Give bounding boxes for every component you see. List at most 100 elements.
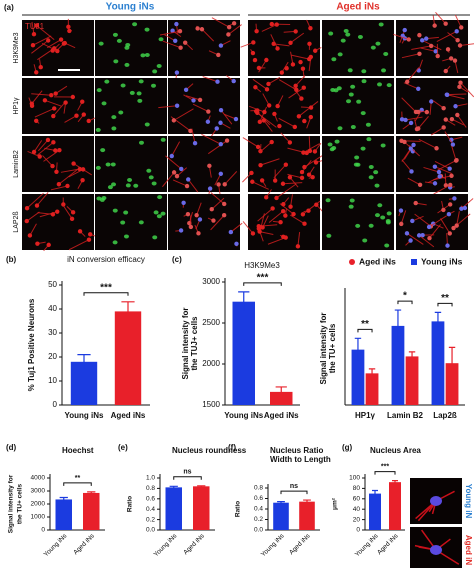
neurite	[301, 159, 312, 173]
soma	[196, 231, 201, 236]
soma	[310, 174, 315, 180]
soma	[403, 117, 408, 123]
neurite	[230, 222, 243, 233]
soma	[287, 175, 293, 180]
chart-title: Nucleus Ratio	[270, 446, 323, 455]
soma	[37, 154, 42, 159]
soma	[222, 201, 227, 207]
nucleus	[120, 83, 126, 88]
panel-label: (d)	[6, 443, 17, 452]
soma	[257, 119, 263, 125]
bar	[165, 487, 182, 530]
neurite	[208, 140, 228, 155]
bar	[232, 301, 255, 405]
neurite	[29, 223, 37, 236]
nucleus	[360, 146, 366, 151]
soma	[171, 170, 177, 175]
row-label: H3K9Me3	[13, 32, 20, 63]
y-tick-label: 0.4	[146, 506, 155, 513]
soma	[81, 112, 86, 117]
nucleus	[127, 177, 133, 182]
y-axis-label: Signal intensity for	[181, 307, 190, 379]
nucleus	[365, 122, 371, 127]
nucleus	[347, 68, 353, 73]
nucleus	[350, 125, 356, 130]
x-tick-label: Aged iNs	[72, 532, 96, 556]
neurite	[270, 34, 278, 49]
neurite	[405, 116, 423, 121]
soma	[402, 139, 407, 145]
y-tick-label: 0.6	[254, 495, 263, 502]
soma	[313, 48, 318, 53]
nucleus	[112, 32, 118, 37]
x-tick-label: Young iNs	[153, 532, 179, 558]
y-tick-label: 0.4	[254, 506, 263, 513]
neurite	[58, 169, 78, 185]
soma	[281, 234, 286, 239]
soma	[30, 43, 36, 48]
neurite	[185, 95, 201, 101]
soma	[226, 32, 231, 37]
neurite	[252, 78, 268, 90]
soma	[218, 171, 224, 177]
y-tick-label: 2500	[202, 318, 220, 327]
neurite	[257, 208, 273, 222]
soma	[77, 229, 83, 234]
soma	[288, 204, 293, 209]
panel-label: (a)	[4, 3, 14, 12]
soma	[80, 167, 86, 172]
micrograph	[396, 20, 468, 76]
neurite	[429, 101, 432, 115]
nucleus	[333, 88, 339, 93]
soma	[292, 124, 298, 130]
soma	[70, 94, 76, 100]
soma	[451, 225, 456, 231]
y-tick-label: 0.8	[254, 485, 263, 492]
x-tick-label: Aged iNs	[182, 532, 206, 556]
soma	[211, 218, 216, 223]
neurite	[259, 231, 274, 235]
neurite	[60, 168, 80, 173]
nucleus	[111, 182, 117, 187]
nucleus	[107, 185, 113, 190]
neurite	[273, 164, 287, 179]
micrograph	[95, 20, 167, 76]
neurite	[187, 179, 199, 193]
soma	[53, 91, 58, 96]
soma	[413, 109, 419, 115]
soma	[183, 87, 189, 92]
significance-bracket	[243, 282, 282, 286]
neurite	[172, 179, 188, 187]
soma	[51, 140, 56, 145]
soma	[426, 224, 432, 230]
chart-title: Hoechst	[62, 446, 94, 455]
neurite	[191, 128, 196, 144]
soma	[250, 231, 256, 236]
soma	[410, 218, 415, 224]
soma	[459, 25, 464, 30]
nucleus	[157, 195, 163, 200]
neurite	[418, 234, 435, 248]
soma	[266, 103, 272, 108]
soma	[435, 53, 440, 59]
significance-bracket	[397, 300, 413, 305]
x-tick-label: Young iNs	[354, 532, 380, 558]
soma	[87, 232, 93, 237]
y-axis-label: Ratio	[127, 496, 134, 512]
x-tick-label: Young iNs	[260, 532, 286, 558]
neurite	[433, 184, 451, 195]
soma	[63, 100, 68, 105]
nucleus	[151, 83, 157, 88]
neurite	[393, 33, 409, 40]
nucleus	[378, 22, 384, 27]
column-header: Aged iNs	[336, 2, 380, 13]
nucleus	[349, 198, 355, 203]
soma	[299, 96, 304, 101]
neurite	[26, 211, 40, 222]
nucleus	[343, 28, 349, 33]
soma	[169, 153, 174, 159]
bar	[83, 492, 100, 530]
neurite	[196, 202, 202, 216]
bar	[369, 493, 381, 530]
